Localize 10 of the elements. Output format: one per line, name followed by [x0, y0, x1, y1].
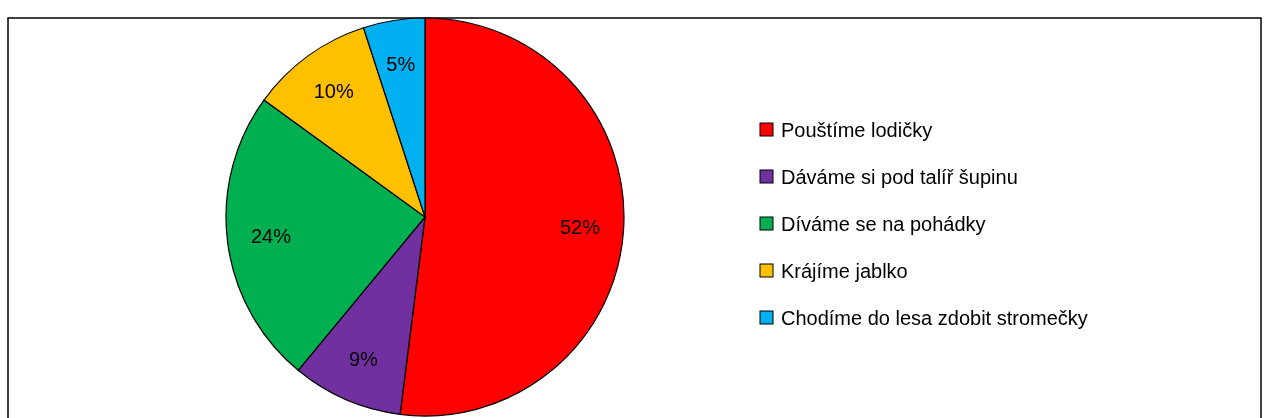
- data-label: 5%: [386, 52, 416, 75]
- data-label: 52%: [559, 215, 601, 238]
- data-label: 9%: [348, 348, 379, 371]
- legend-label: Díváme se na pohádky: [781, 213, 986, 235]
- legend-label: Pouštíme lodičky: [781, 119, 933, 141]
- legend-label: Chodíme do lesa zdobit stromečky: [781, 307, 1088, 329]
- legend-label: Dáváme si pod talíř šupinu: [781, 166, 1018, 188]
- legend-label: Krájíme jablko: [781, 260, 908, 282]
- data-label: 10%: [313, 80, 354, 103]
- data-label: 24%: [250, 225, 292, 248]
